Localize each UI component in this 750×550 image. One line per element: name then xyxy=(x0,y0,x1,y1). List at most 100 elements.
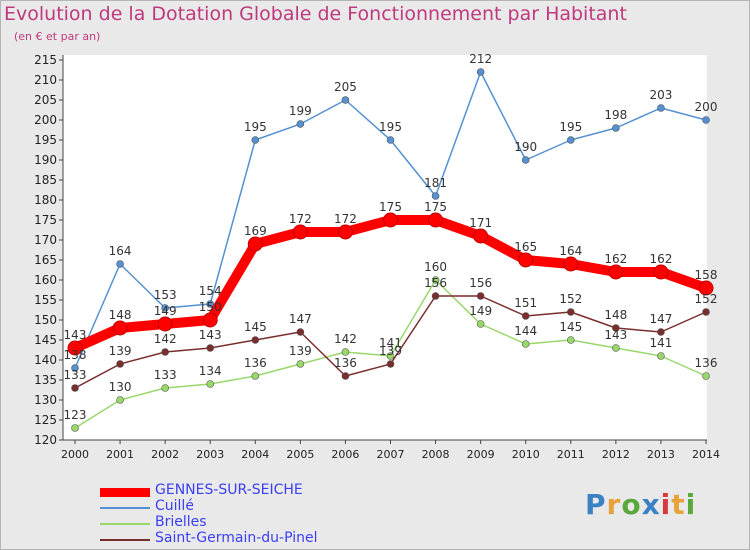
x-tick-label: 2005 xyxy=(286,448,314,461)
x-tick-label: 2007 xyxy=(377,448,405,461)
y-tick-label: 175 xyxy=(34,213,57,227)
data-point-1-10 xyxy=(521,156,530,164)
plot-area xyxy=(63,55,707,440)
data-point-3-7 xyxy=(386,360,395,368)
data-point-1-0 xyxy=(71,364,79,372)
legend-swatch-cuille xyxy=(100,507,150,509)
data-point-3-13 xyxy=(657,328,665,336)
data-label-0-14: 158 xyxy=(695,268,718,282)
data-point-3-1 xyxy=(116,360,124,368)
data-label-2-13: 141 xyxy=(649,336,672,350)
data-label-0-1: 148 xyxy=(109,308,132,322)
y-tick-label: 120 xyxy=(34,433,57,447)
data-label-0-9: 171 xyxy=(469,216,492,230)
data-label-0-12: 162 xyxy=(604,252,627,266)
data-point-0-0 xyxy=(67,340,83,356)
data-point-0-14 xyxy=(698,280,714,296)
data-point-0-3 xyxy=(202,312,218,328)
x-tick-label: 2012 xyxy=(602,448,630,461)
data-label-1-13: 203 xyxy=(649,88,672,102)
data-label-3-5: 147 xyxy=(289,312,312,326)
data-point-3-14 xyxy=(702,308,710,316)
data-label-2-11: 145 xyxy=(559,320,582,334)
data-point-2-3 xyxy=(206,380,215,388)
data-point-3-8 xyxy=(431,292,440,300)
data-label-2-5: 139 xyxy=(289,344,312,358)
data-point-3-11 xyxy=(566,308,575,316)
x-tick-label: 2008 xyxy=(422,448,450,461)
data-label-0-8: 175 xyxy=(424,200,447,214)
data-label-2-4: 136 xyxy=(244,356,267,370)
data-point-0-1 xyxy=(112,320,128,336)
data-point-1-4 xyxy=(251,136,260,144)
y-tick-label: 185 xyxy=(34,173,57,187)
chart-title: Evolution de la Dotation Globale de Fonc… xyxy=(4,3,627,25)
data-point-0-11 xyxy=(563,256,579,272)
data-label-1-9: 212 xyxy=(469,52,492,66)
y-tick-label: 210 xyxy=(34,73,57,87)
data-point-3-2 xyxy=(161,348,169,356)
data-point-1-14 xyxy=(702,116,710,124)
y-tick-label: 155 xyxy=(34,293,57,307)
legend-label-brielles: Brielles xyxy=(155,514,207,530)
legend-label-saint-germain: Saint-Germain-du-Pinel xyxy=(155,530,318,546)
x-tick-label: 2011 xyxy=(557,448,585,461)
x-tick-label: 2013 xyxy=(647,448,675,461)
data-label-3-13: 147 xyxy=(649,312,672,326)
data-label-3-0: 133 xyxy=(64,368,87,382)
y-tick-label: 170 xyxy=(34,233,57,247)
x-tick-label: 2004 xyxy=(241,448,269,461)
data-label-1-2: 153 xyxy=(154,288,177,302)
y-tick-label: 200 xyxy=(34,113,57,127)
data-point-0-4 xyxy=(247,236,263,252)
y-tick-label: 125 xyxy=(34,413,57,427)
y-tick-label: 190 xyxy=(34,153,57,167)
data-label-3-10: 151 xyxy=(514,296,537,310)
data-label-2-0: 123 xyxy=(64,408,87,422)
data-point-0-13 xyxy=(653,264,669,280)
y-tick-label: 135 xyxy=(34,373,57,387)
data-point-1-8 xyxy=(431,192,440,200)
data-point-0-8 xyxy=(428,212,444,228)
data-point-3-4 xyxy=(251,336,260,344)
data-point-0-2 xyxy=(157,316,173,332)
data-label-3-11: 152 xyxy=(559,292,582,306)
data-point-1-9 xyxy=(476,68,485,76)
y-tick-label: 215 xyxy=(34,53,57,67)
data-label-2-1: 130 xyxy=(109,380,132,394)
data-label-2-10: 144 xyxy=(514,324,537,338)
data-point-1-13 xyxy=(657,104,665,112)
data-label-3-4: 145 xyxy=(244,320,267,334)
data-label-3-8: 156 xyxy=(424,276,447,290)
data-label-0-5: 172 xyxy=(289,212,312,226)
data-label-3-1: 139 xyxy=(109,344,132,358)
data-label-0-4: 169 xyxy=(244,224,267,238)
data-point-0-9 xyxy=(473,228,489,244)
data-label-0-0: 143 xyxy=(64,328,87,342)
data-point-1-7 xyxy=(386,136,395,144)
data-label-0-6: 172 xyxy=(334,212,357,226)
data-label-2-2: 133 xyxy=(154,368,177,382)
data-point-1-11 xyxy=(566,136,575,144)
data-point-0-7 xyxy=(383,212,398,228)
legend-label-gennes: GENNES-SUR-SEICHE xyxy=(155,482,303,498)
data-label-1-12: 198 xyxy=(604,108,627,122)
y-tick-label: 165 xyxy=(34,253,57,267)
data-point-2-1 xyxy=(116,396,124,404)
data-label-2-7: 141 xyxy=(379,336,402,350)
data-label-0-2: 149 xyxy=(154,304,177,318)
data-label-2-14: 136 xyxy=(695,356,718,370)
data-point-2-12 xyxy=(612,344,620,352)
y-tick-label: 195 xyxy=(34,133,57,147)
data-label-3-12: 148 xyxy=(604,308,627,322)
data-point-3-12 xyxy=(612,324,620,332)
data-label-1-8: 181 xyxy=(424,176,447,190)
x-tick-label: 2010 xyxy=(512,448,540,461)
y-tick-label: 130 xyxy=(34,393,57,407)
data-label-1-11: 195 xyxy=(559,120,582,134)
data-label-3-2: 142 xyxy=(154,332,177,346)
data-label-1-4: 195 xyxy=(244,120,267,134)
data-label-2-6: 142 xyxy=(334,332,357,346)
data-label-1-3: 154 xyxy=(199,284,222,298)
